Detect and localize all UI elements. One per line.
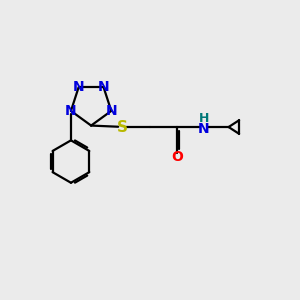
Text: N: N [106, 104, 117, 118]
Text: N: N [65, 104, 77, 118]
Text: S: S [116, 119, 128, 134]
Text: H: H [198, 112, 209, 125]
Text: N: N [73, 80, 85, 94]
Text: O: O [171, 150, 183, 164]
Text: N: N [98, 80, 109, 94]
Text: N: N [198, 122, 209, 136]
